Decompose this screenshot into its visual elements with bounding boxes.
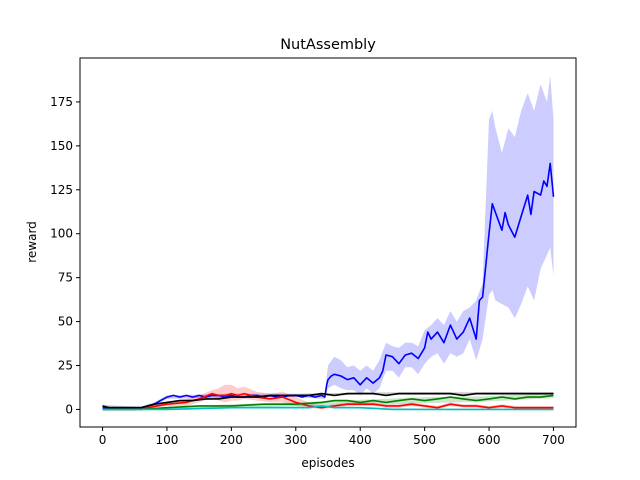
x-tick-label: 200 bbox=[220, 433, 243, 447]
series-3-line bbox=[102, 394, 554, 411]
x-axis-ticks: 0 100 200 300 400 500 600 700 bbox=[99, 427, 565, 447]
x-tick-label: 500 bbox=[413, 433, 436, 447]
y-tick-label: 150 bbox=[50, 139, 73, 153]
series-4-line bbox=[102, 405, 554, 411]
chart-title: NutAssembly bbox=[280, 37, 376, 53]
x-tick-label: 600 bbox=[478, 433, 501, 447]
series-0-band bbox=[102, 75, 554, 409]
y-axis-label: reward bbox=[25, 221, 39, 263]
series-0-line bbox=[102, 162, 555, 409]
y-tick-label: 125 bbox=[50, 183, 73, 197]
y-tick-label: 175 bbox=[50, 95, 73, 109]
series-lines bbox=[102, 162, 555, 411]
x-tick-label: 400 bbox=[349, 433, 372, 447]
x-tick-label: 300 bbox=[284, 433, 307, 447]
x-tick-label: 700 bbox=[542, 433, 565, 447]
series-2-line bbox=[102, 392, 554, 409]
x-axis-label: episodes bbox=[301, 456, 354, 470]
y-tick-label: 0 bbox=[65, 402, 73, 416]
plot-frame bbox=[79, 57, 577, 428]
series-1-band bbox=[102, 384, 554, 411]
x-tick-label: 0 bbox=[99, 433, 107, 447]
y-tick-label: 25 bbox=[58, 359, 73, 373]
y-tick-label: 75 bbox=[58, 271, 73, 285]
x-tick-label: 100 bbox=[156, 433, 179, 447]
y-tick-label: 50 bbox=[58, 315, 73, 329]
y-axis-ticks: 0 25 50 75 100 125 150 175 bbox=[50, 95, 80, 416]
y-tick-label: 100 bbox=[50, 227, 73, 241]
